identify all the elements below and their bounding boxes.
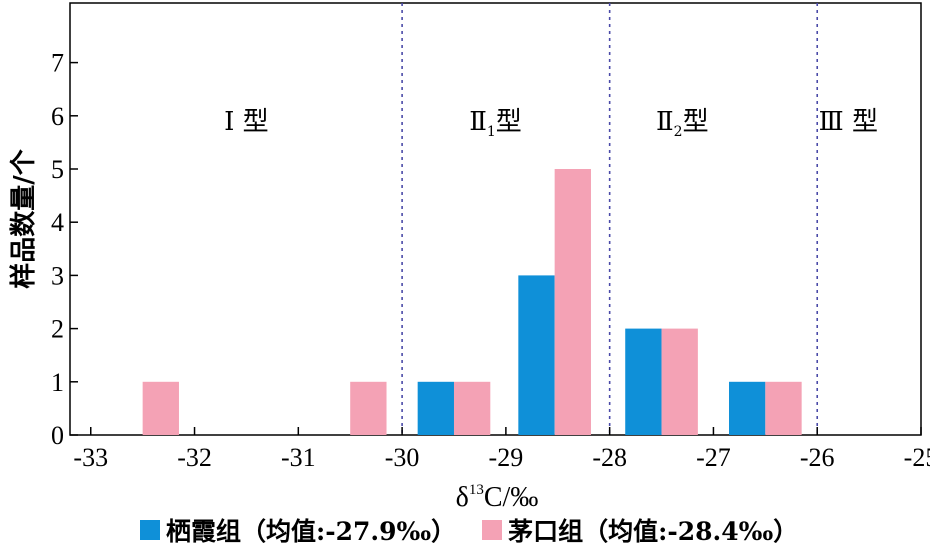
bar-series1-2 (453, 381, 491, 435)
x-axis-ticks: -33 -32 -31 -30 -29 -28 -27 -26 -25 (73, 427, 930, 472)
y-tick-label-5: 5 (51, 155, 64, 184)
bar-series1-1 (350, 381, 387, 435)
y-axis-ticks: 0 1 2 3 4 5 6 7 (51, 49, 78, 450)
legend-item-maokou: 茅口组（均值:-28.4‰） (482, 512, 798, 548)
bar-series0-1 (518, 275, 555, 435)
x-tick-label-8: -25 (904, 443, 930, 472)
bars (142, 169, 802, 435)
x-tick-label-1: -32 (177, 443, 212, 472)
plot-frame (69, 2, 922, 436)
x-axis-title: δ13C/‰ (456, 482, 539, 513)
y-tick-label-0: 0 (51, 421, 64, 450)
type-labels: Ⅰ 型 Ⅱ1型 Ⅱ2型 Ⅲ 型 (224, 107, 878, 140)
y-tick-label-3: 3 (51, 261, 64, 290)
y-tick-label-1: 1 (51, 368, 64, 397)
y-axis-title: 样品数量/个 (8, 148, 39, 288)
legend-swatch-qixia (140, 520, 160, 540)
x-tick-label-3: -30 (385, 443, 420, 472)
x-tick-label-0: -33 (73, 443, 108, 472)
y-tick-label-6: 6 (51, 102, 64, 131)
legend: 栖霞组（均值:-27.9‰） 茅口组（均值:-28.4‰） (140, 512, 824, 548)
legend-swatch-maokou (482, 520, 503, 540)
type-boundaries (401, 3, 819, 435)
bar-series0-3 (729, 381, 766, 435)
bar-series0-2 (625, 328, 662, 435)
y-tick-label-2: 2 (51, 315, 64, 344)
y-tick-label-7: 7 (51, 49, 64, 78)
type-label-1: Ⅱ1型 (469, 107, 522, 140)
type-label-3: Ⅲ 型 (819, 107, 878, 137)
bar-series1-0 (142, 381, 179, 435)
legend-label-maokou: 茅口组（均值:-28.4‰） (508, 517, 799, 546)
x-tick-label-6: -27 (696, 443, 731, 472)
x-tick-label-2: -31 (281, 443, 316, 472)
x-tick-label-7: -26 (800, 443, 835, 472)
x-tick-label-4: -29 (489, 443, 524, 472)
bar-series0-0 (417, 381, 454, 435)
y-tick-label-4: 4 (51, 208, 64, 237)
x-tick-label-5: -28 (592, 443, 627, 472)
bar-series1-4 (661, 328, 698, 435)
bar-series1-5 (765, 381, 802, 435)
type-label-0: Ⅰ 型 (224, 107, 269, 137)
type-label-2: Ⅱ2型 (656, 107, 709, 140)
legend-item-qixia: 栖霞组（均值:-27.9‰） (140, 512, 456, 548)
bar-series1-3 (554, 169, 591, 435)
legend-label-qixia: 栖霞组（均值:-27.9‰） (166, 517, 457, 546)
